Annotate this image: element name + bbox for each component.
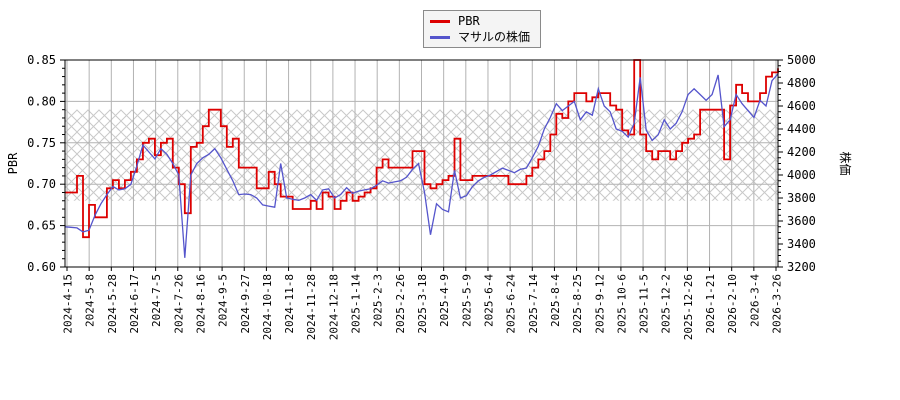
tick-marks — [60, 59, 783, 271]
left-axis-tick-labels: 0.60 0.65 0.70 0.75 0.80 0.85 — [27, 53, 56, 274]
stock-price-line-swatch — [430, 35, 450, 39]
svg-text:2025-4-9: 2025-4-9 — [438, 274, 451, 327]
svg-text:2025-2-3: 2025-2-3 — [372, 274, 385, 327]
svg-text:2025-9-12: 2025-9-12 — [593, 274, 606, 334]
svg-text:0.65: 0.65 — [27, 219, 56, 233]
svg-text:2024-6-17: 2024-6-17 — [128, 274, 141, 334]
svg-text:2026-1-21: 2026-1-21 — [704, 274, 717, 334]
left-axis-title: PBR — [6, 152, 20, 174]
gridlines — [65, 60, 778, 267]
svg-text:4200: 4200 — [787, 145, 816, 159]
svg-text:2024-9-5: 2024-9-5 — [217, 274, 230, 327]
svg-text:2025-8-25: 2025-8-25 — [571, 274, 584, 334]
svg-text:2026-3-26: 2026-3-26 — [771, 274, 784, 334]
x-axis-tick-labels: 2024-4-15 2024-5-8 2024-5-28 2024-6-17 2024-… — [62, 274, 784, 341]
svg-text:2025-8-4: 2025-8-4 — [549, 274, 562, 327]
right-axis-tick-labels: 3200 3400 3600 3800 4000 4200 4400 4600 4800 5000 — [787, 53, 816, 274]
svg-text:3400: 3400 — [787, 237, 816, 251]
svg-text:2024-7-5: 2024-7-5 — [150, 274, 163, 327]
svg-text:2024-11-8: 2024-11-8 — [283, 274, 296, 334]
svg-text:2024-10-18: 2024-10-18 — [261, 274, 274, 340]
svg-text:0.60: 0.60 — [27, 260, 56, 274]
pbr-line — [65, 59, 779, 239]
svg-text:3800: 3800 — [787, 191, 816, 205]
stock-price-line — [64, 73, 779, 258]
legend-item-stock-price: マサルの株価 — [430, 29, 534, 45]
svg-text:0.85: 0.85 — [27, 53, 56, 67]
legend-label-pbr: PBR — [458, 14, 480, 28]
svg-text:2026-3-4: 2026-3-4 — [748, 274, 761, 327]
svg-text:2025-3-18: 2025-3-18 — [416, 274, 429, 334]
svg-text:2024-12-18: 2024-12-18 — [327, 274, 340, 340]
svg-text:2024-5-28: 2024-5-28 — [106, 274, 119, 334]
svg-text:4400: 4400 — [787, 122, 816, 136]
svg-text:3600: 3600 — [787, 214, 816, 228]
svg-text:2024-8-16: 2024-8-16 — [194, 274, 207, 334]
svg-text:5000: 5000 — [787, 53, 816, 67]
svg-text:2025-10-6: 2025-10-6 — [615, 274, 628, 334]
svg-text:2025-1-14: 2025-1-14 — [350, 274, 363, 334]
svg-text:2024-11-28: 2024-11-28 — [305, 274, 318, 340]
svg-text:2024-5-8: 2024-5-8 — [84, 274, 97, 327]
svg-text:3200: 3200 — [787, 260, 816, 274]
svg-text:0.75: 0.75 — [27, 136, 56, 150]
svg-text:2025-6-24: 2025-6-24 — [505, 274, 518, 334]
svg-text:2026-2-10: 2026-2-10 — [726, 274, 739, 334]
legend: PBR マサルの株価 — [423, 10, 541, 48]
legend-item-pbr: PBR — [430, 13, 534, 29]
svg-text:2025-6-4: 2025-6-4 — [482, 274, 495, 327]
svg-text:4800: 4800 — [787, 76, 816, 90]
svg-text:2024-9-27: 2024-9-27 — [239, 274, 252, 334]
svg-text:2024-4-15: 2024-4-15 — [62, 274, 75, 334]
svg-text:2025-7-14: 2025-7-14 — [527, 274, 540, 334]
svg-text:0.70: 0.70 — [27, 177, 56, 191]
svg-text:2025-12-26: 2025-12-26 — [682, 274, 695, 340]
svg-text:0.80: 0.80 — [27, 94, 56, 108]
right-axis-title: 株価 — [838, 151, 853, 175]
svg-text:2024-7-26: 2024-7-26 — [172, 274, 185, 334]
svg-text:2025-5-9: 2025-5-9 — [460, 274, 473, 327]
pbr-line-swatch — [430, 19, 450, 23]
svg-text:2025-11-5: 2025-11-5 — [638, 274, 651, 334]
svg-text:2025-12-2: 2025-12-2 — [660, 274, 673, 334]
svg-text:4000: 4000 — [787, 168, 816, 182]
legend-label-stock-price: マサルの株価 — [458, 30, 531, 44]
svg-text:2025-2-26: 2025-2-26 — [394, 274, 407, 334]
svg-text:4600: 4600 — [787, 99, 816, 113]
